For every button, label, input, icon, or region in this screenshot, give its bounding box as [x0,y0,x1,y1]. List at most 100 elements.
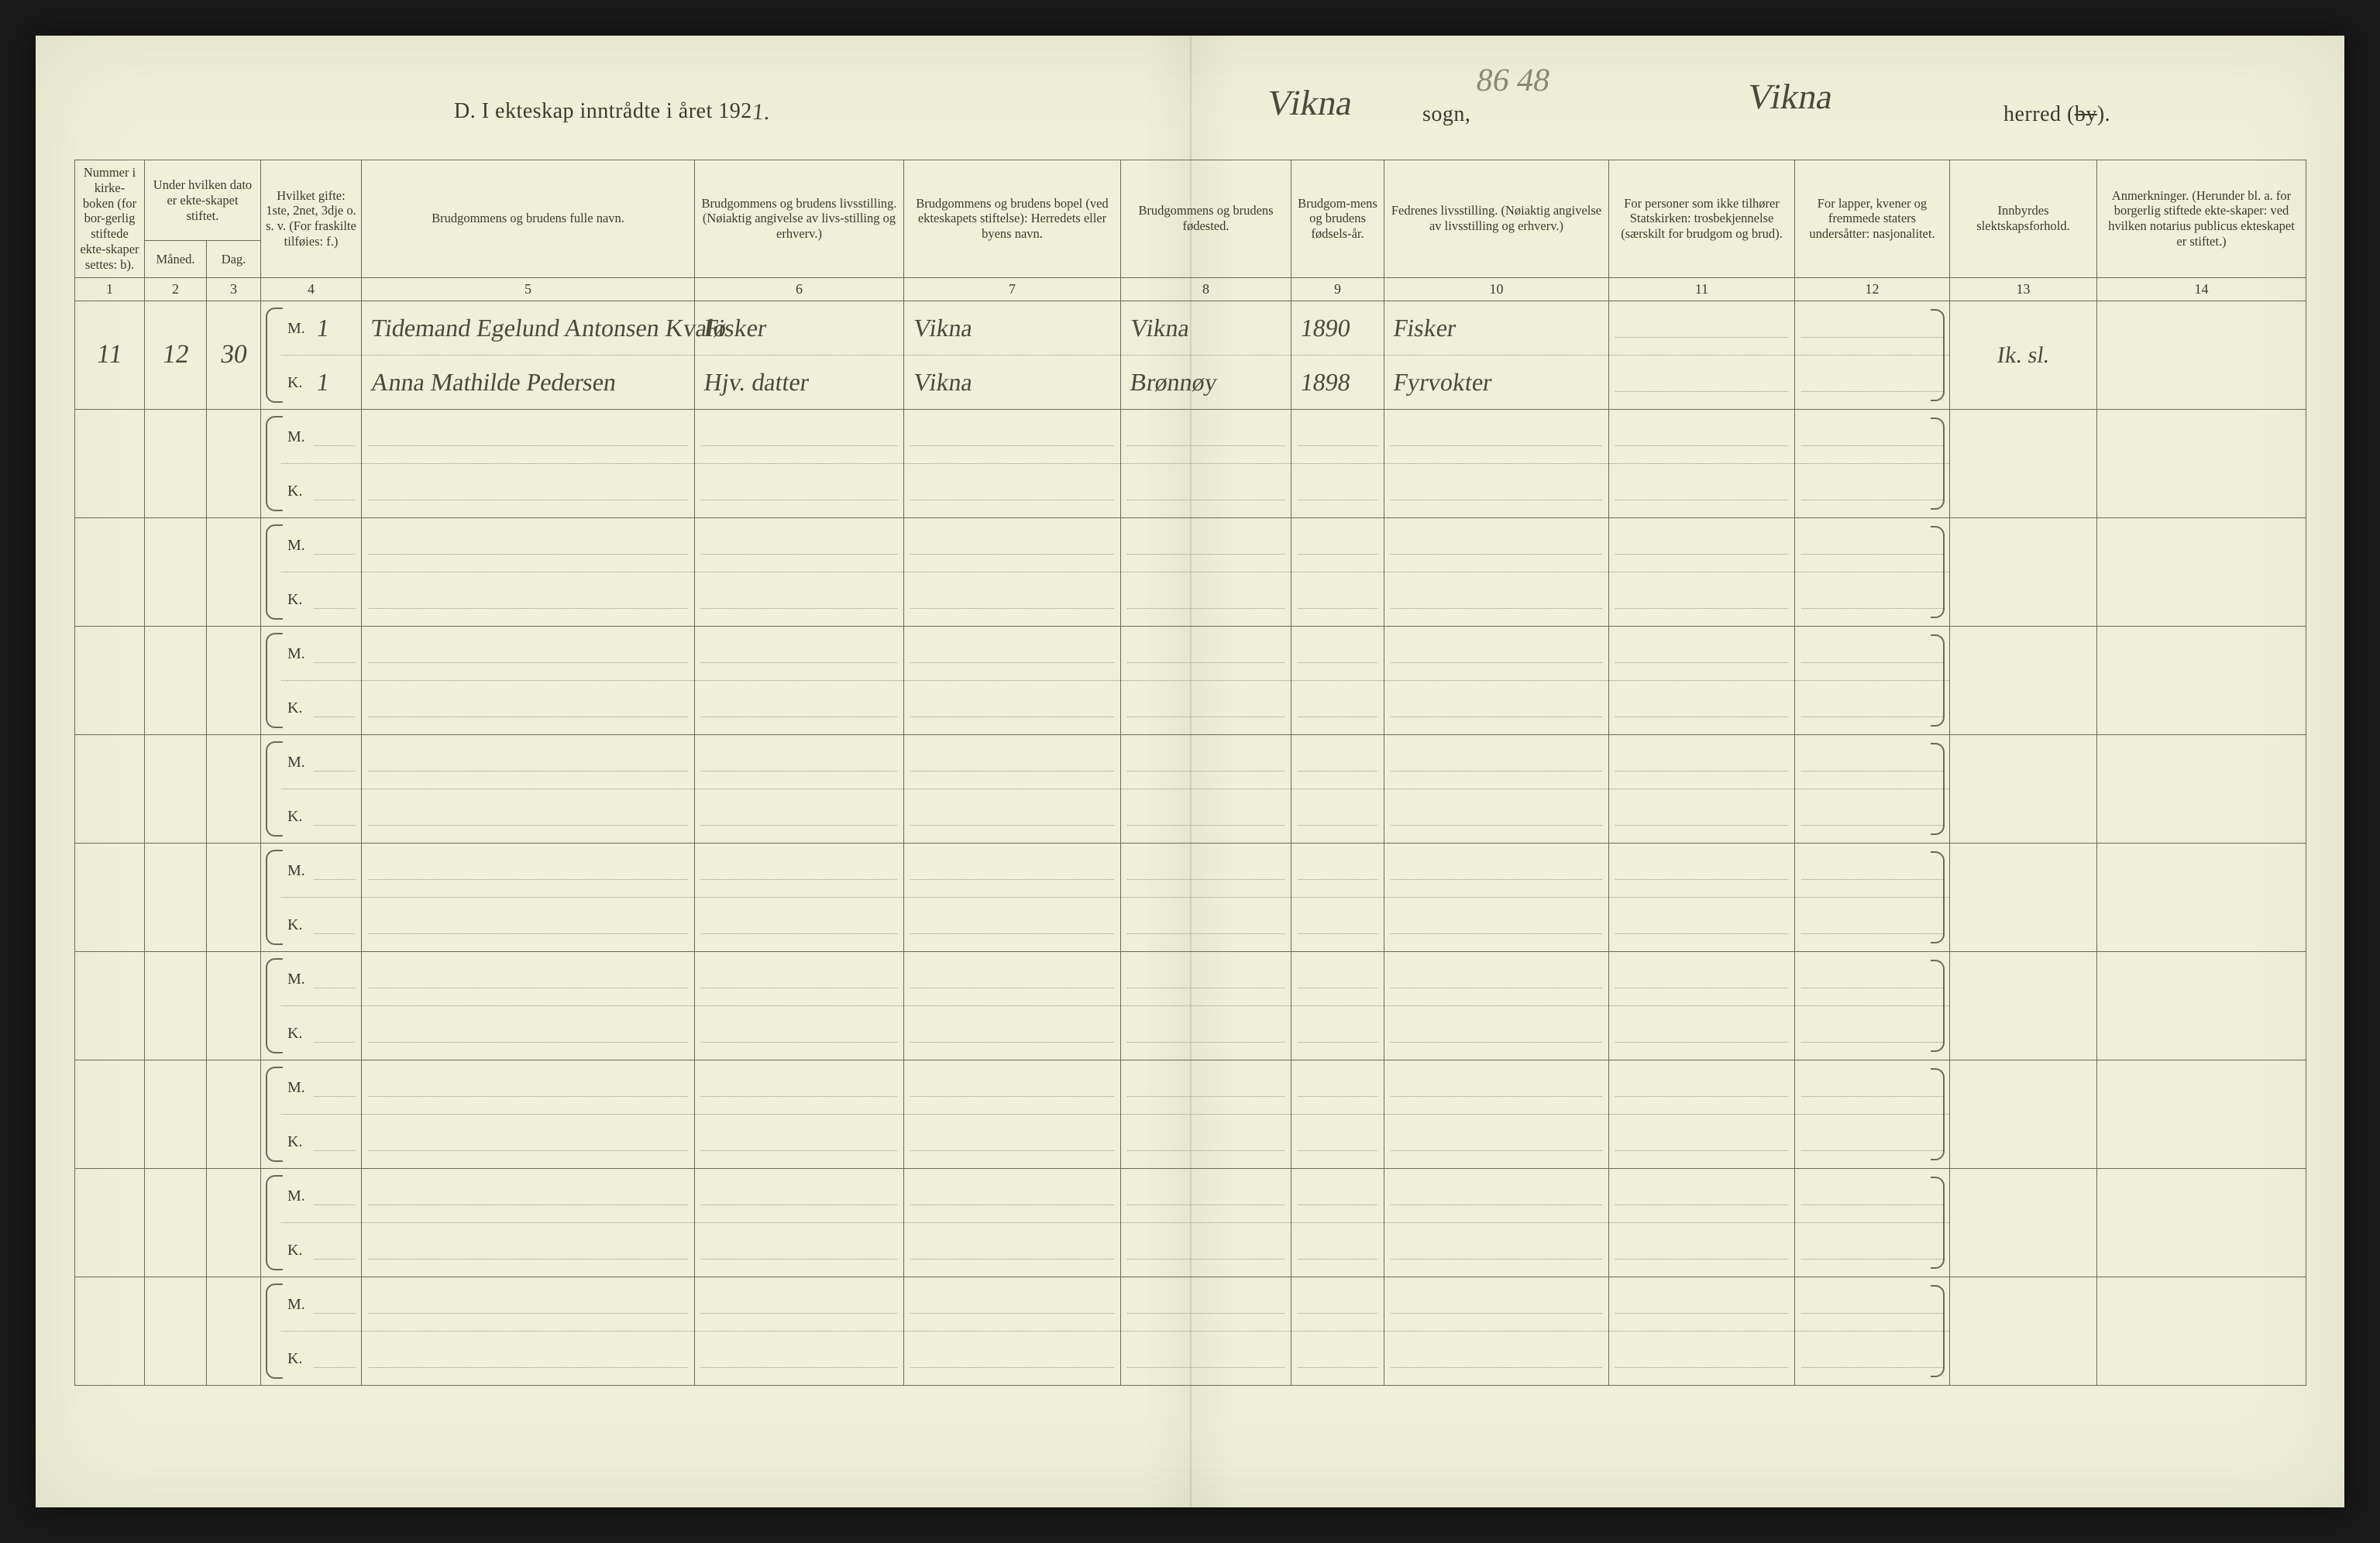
mk-row-k [1384,897,1608,951]
dotted-rule [1391,933,1602,934]
mk-row-m [1795,952,1949,1005]
mk-row-k: K. [281,897,361,951]
mk-label-k: K. [287,1349,314,1368]
dotted-rule [701,662,897,663]
cell-c11 [1609,627,1795,735]
mk-row-m [1121,1169,1291,1222]
mk-row-k [1795,1114,1949,1168]
dotted-rule [1391,662,1602,663]
mk-stack: M. K. [281,952,361,1060]
col-head-10: Fedrenes livsstilling. (Nøiaktig angivel… [1384,160,1609,278]
mk-row-m [1609,627,1794,680]
dotted-rule [910,445,1114,446]
mk-row-k: K. [281,1222,361,1277]
dotted-rule [701,608,897,609]
cell-c13 [1950,952,2097,1060]
cell-c8 [1121,844,1291,952]
mk-row-k [1121,572,1291,626]
cell-c7 [904,735,1121,844]
mk-row-m [1609,952,1794,1005]
mk-row-k [904,572,1120,626]
dotted-rule [1298,879,1377,880]
cell-c3 [207,952,261,1060]
mk-stack [1609,301,1794,409]
dotted-rule [910,554,1114,555]
cell-value: 1898 [1295,367,1379,397]
cell-c7 [904,627,1121,735]
table-row: M. K. [75,1060,2306,1169]
cell-c1 [75,1277,145,1386]
mk-row-m: M. [281,1169,361,1222]
mk-label-m: M. [287,319,314,338]
mk-row-k [1121,680,1291,734]
cell-c10 [1384,1169,1609,1277]
mk-stack [362,1277,694,1385]
mk-row-m [1384,952,1608,1005]
cell-value: Vikna [1125,313,1286,342]
dotted-rule [701,1150,897,1151]
mk-stack [1121,1277,1291,1385]
cell-c11 [1609,844,1795,952]
mk-row-k [1609,897,1794,951]
mk-stack [695,1277,903,1385]
pencil-annotation: 86 48 [1474,62,1553,99]
dotted-rule [910,662,1114,663]
year-handwritten: 1. [751,99,772,125]
mk-row-k: K. [281,1114,361,1168]
mk-stack [1384,1169,1608,1277]
colnum-3: 3 [207,277,261,301]
dotted-rule [1391,1367,1602,1368]
mk-row-k: 1898 [1291,355,1384,409]
cell-c14 [2097,1277,2306,1386]
mk-row-m: M. [281,844,361,897]
mk-stack [1609,1060,1794,1168]
mk-row-m [1121,1060,1291,1114]
right-brace-icon [1931,1177,1945,1269]
mk-row-m [1384,735,1608,789]
mk-row-m [904,1060,1120,1114]
cell-c11 [1609,952,1795,1060]
head-row-labels: Nummer i kirke-boken (for bor-gerlig sti… [75,160,2306,241]
mk-row-m [362,735,694,789]
col-head-2: Måned. [145,241,207,277]
colnum-13: 13 [1950,277,2097,301]
cell-c3 [207,844,261,952]
dotted-rule [314,1367,355,1368]
cell-c1 [75,952,145,1060]
table-row: M. K. [75,627,2306,735]
dotted-rule [701,825,897,826]
mk-row-k [1121,789,1291,843]
mk-stack [1609,1169,1794,1277]
cell-c7 [904,410,1121,518]
mk-row-m [1609,1169,1794,1222]
cell-value: Vikna [908,367,1116,397]
cell-c13 [1950,518,2097,627]
mk-stack: M. K. [281,410,361,517]
mk-row-m [904,1169,1120,1222]
dotted-rule [1127,1096,1285,1097]
cell-c10 [1384,518,1609,627]
cell-c6: Fisker Hjv. datter [695,301,904,410]
mk-row-k [1121,463,1291,517]
mk-stack [1609,518,1794,626]
mk-row-m [695,952,903,1005]
mk-row-k [695,789,903,843]
dotted-rule [368,1096,688,1097]
colnum-14: 14 [2097,277,2306,301]
mk-row-m [1291,518,1384,572]
sogn-value: Vikna [1264,82,1356,123]
colnum-7: 7 [904,277,1121,301]
mk-row-k [1291,789,1384,843]
mk-row-m [1795,1060,1949,1114]
dotted-rule [910,1313,1114,1314]
dotted-rule [1615,662,1788,663]
cell-c4: M. K. [261,1277,362,1386]
table-row: M. K. [75,735,2306,844]
dotted-rule [1127,554,1285,555]
mk-row-m [1795,735,1949,789]
cell-c4: M.1 K.1 [261,301,362,410]
cell-c9 [1291,844,1384,952]
cell-c4: M. K. [261,1169,362,1277]
mk-row-m [695,518,903,572]
mk-row-k [1121,1005,1291,1060]
